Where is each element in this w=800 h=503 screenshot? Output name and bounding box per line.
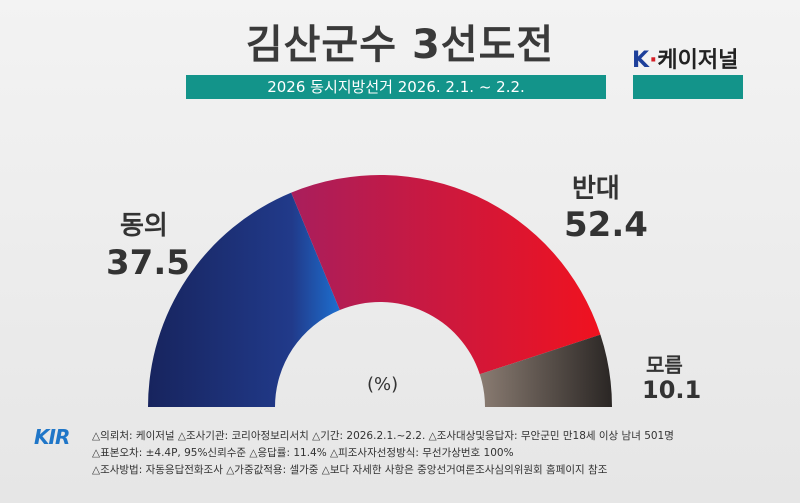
slice-agree: [148, 192, 340, 407]
label-unknown: 모름: [646, 353, 683, 377]
note-line: △조사방법: 자동응답전화조사 △가중값적용: 셀가중 △보다 자세한 사항은 …: [92, 464, 608, 476]
kir-logo: KIR: [34, 425, 70, 449]
note-line: △의뢰처: 케이저널 △조사기관: 코리아정보리서치 △기간: 2026.2.1…: [92, 430, 674, 442]
unit-label: (%): [367, 374, 399, 395]
brand-name: 케이저널: [657, 48, 739, 73]
value-unknown: 10.1: [642, 376, 702, 404]
value-agree: 37.5: [106, 243, 190, 283]
brand-k: K: [632, 48, 650, 73]
slice-oppose: [291, 174, 601, 375]
value-oppose: 52.4: [564, 205, 648, 245]
subtitle-band: 2026 동시지방선거 2026. 2.1. ~ 2.2.: [186, 75, 606, 99]
brand-logo: K·케이저널: [632, 42, 738, 74]
survey-notes: △의뢰처: 케이저널 △조사기관: 코리아정보리서치 △기간: 2026.2.1…: [92, 428, 674, 479]
label-agree: 동의: [120, 211, 168, 241]
label-oppose: 반대: [572, 174, 620, 204]
side-band: [633, 75, 743, 99]
note-line: △표본오차: ±4.4P, 95%신뢰수준 △응답률: 11.4% △피조사자선…: [92, 447, 514, 459]
slice-unknown: [479, 334, 612, 407]
brand-dot: ·: [649, 48, 658, 73]
chart-title: 김산군수 3선도전: [245, 22, 555, 68]
